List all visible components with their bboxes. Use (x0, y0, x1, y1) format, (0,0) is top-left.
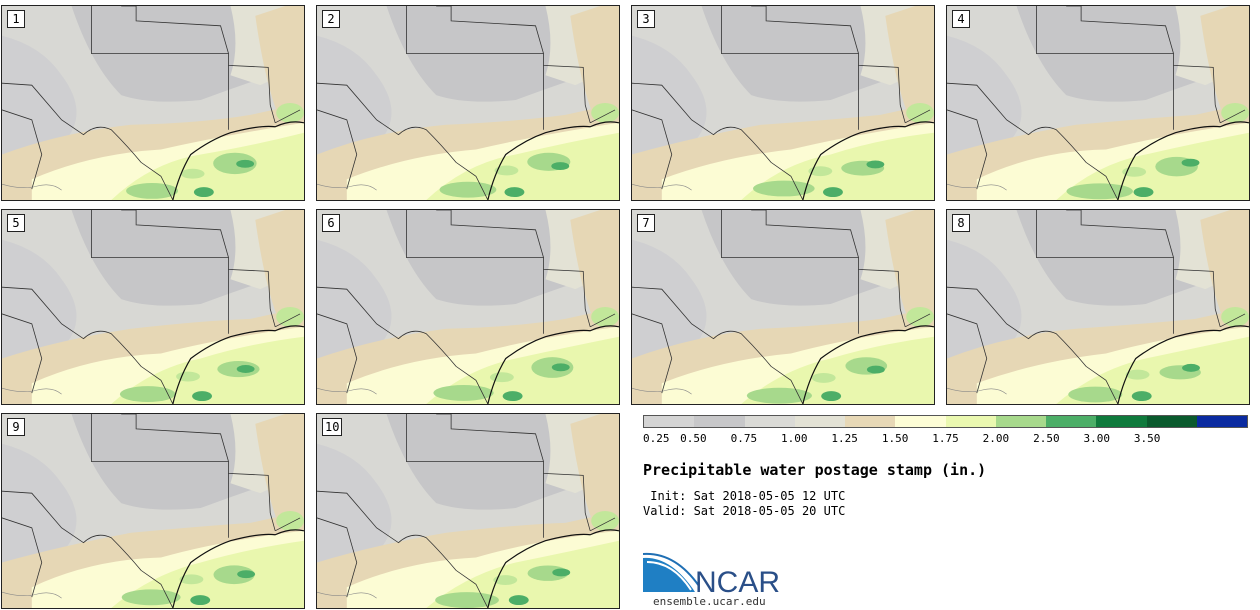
colorbar-tick: 1.25 (831, 432, 858, 445)
colorbar-swatch (1146, 416, 1197, 427)
ncar-logo-text: NCAR (695, 566, 780, 598)
colorbar-tick-labels: 0.25 0.50 0.75 1.00 1.25 1.50 1.75 2.00 2.50 3.00… (643, 432, 1248, 446)
colorbar-swatch (794, 416, 845, 427)
colorbar-tick: 1.75 (932, 432, 959, 445)
ensemble-member-map: 6 (316, 209, 620, 405)
ncar-logo: NCAR (642, 552, 793, 599)
colorbar-swatch (744, 416, 795, 427)
member-number-label: 4 (952, 10, 970, 28)
member-number-label: 5 (7, 214, 25, 232)
figure-title: Precipitable water postage stamp (in.) (643, 461, 987, 479)
member-number-label: 6 (322, 214, 340, 232)
colorbar-tick: 1.50 (881, 432, 909, 445)
time-info: Init: Sat 2018-05-05 12 UTC Valid: Sat 2… (643, 489, 845, 519)
colorbar-swatch (845, 416, 896, 427)
ensemble-member-map: 9 (1, 413, 305, 609)
member-number-label: 3 (637, 10, 655, 28)
member-number-label: 9 (7, 418, 25, 436)
colorbar-swatch (1096, 416, 1147, 427)
member-number-label: 10 (322, 418, 343, 436)
colorbar-swatch (1196, 416, 1247, 427)
colorbar-tick: 0.50 (680, 432, 707, 445)
ensemble-member-map: 4 (946, 5, 1250, 201)
member-number-label: 8 (952, 214, 970, 232)
member-number-label: 7 (637, 214, 655, 232)
colorbar-tick: 0.25 (643, 432, 670, 445)
ensemble-member-map: 7 (631, 209, 935, 405)
ensemble-member-map: 10 (316, 413, 620, 609)
colorbar (643, 415, 1248, 428)
colorbar-tick: 0.75 (730, 432, 758, 445)
ensemble-member-map: 8 (946, 209, 1250, 405)
logo-url: ensemble.ucar.edu (653, 595, 766, 608)
colorbar-swatch (895, 416, 946, 427)
init-time: Init: Sat 2018-05-05 12 UTC (643, 489, 846, 503)
colorbar-tick: 3.00 (1083, 432, 1111, 445)
colorbar-tick: 3.50 (1133, 432, 1161, 445)
ensemble-member-map: 2 (316, 5, 620, 201)
colorbar-swatch (945, 416, 996, 427)
member-number-label: 2 (322, 10, 340, 28)
colorbar-tick: 1.00 (781, 432, 808, 445)
colorbar-swatch (1046, 416, 1097, 427)
ensemble-member-map: 3 (631, 5, 935, 201)
member-number-label: 1 (7, 10, 25, 28)
colorbar-swatch (995, 416, 1046, 427)
colorbar-tick: 2.00 (982, 432, 1010, 445)
colorbar-tick: 2.50 (1033, 432, 1060, 445)
ensemble-member-map: 1 (1, 5, 305, 201)
colorbar-swatch (644, 416, 695, 427)
colorbar-swatch (694, 416, 745, 427)
valid-time: Valid: Sat 2018-05-05 20 UTC (643, 504, 846, 518)
ensemble-member-map: 5 (1, 209, 305, 405)
